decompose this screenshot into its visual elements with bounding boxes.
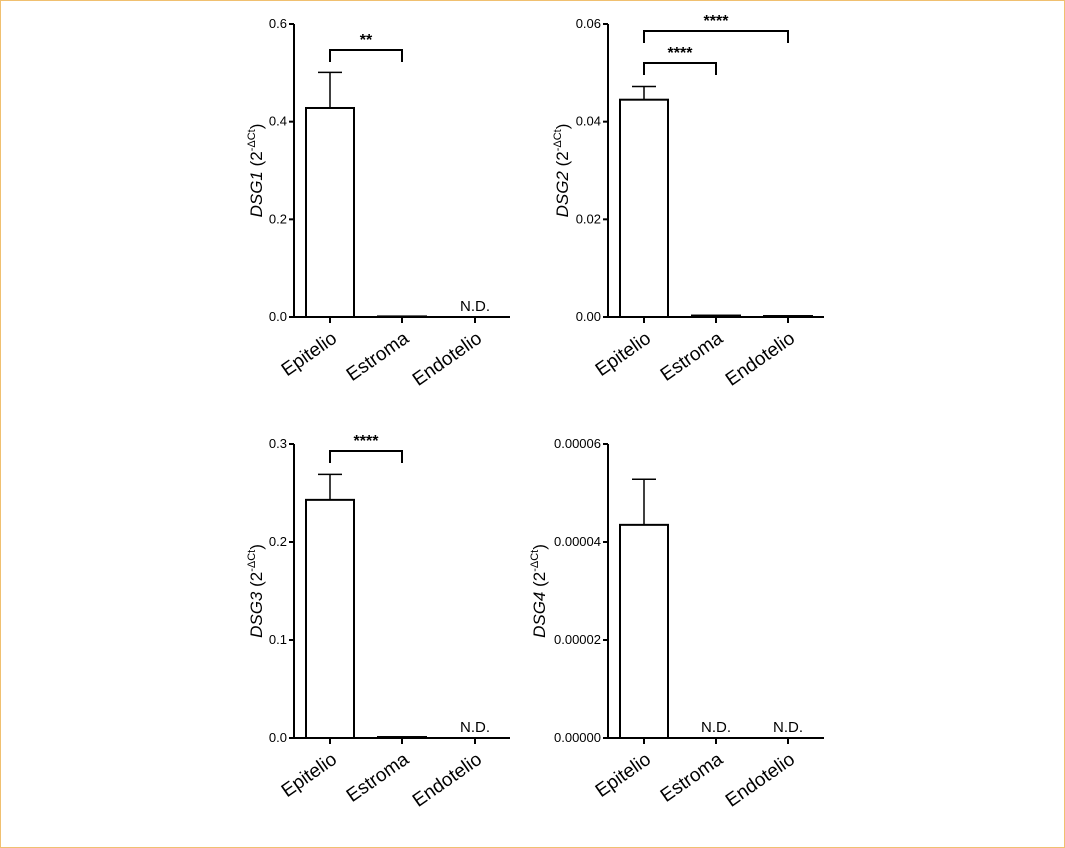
not-detected-label: N.D. bbox=[460, 298, 490, 315]
y-tick-label: 0.0 bbox=[269, 730, 287, 745]
y-tick-label: 0.1 bbox=[269, 632, 287, 647]
y-axis-close: ) bbox=[247, 544, 266, 550]
y-axis-gene: DSG2 bbox=[553, 171, 572, 218]
category-label-estroma: Estroma bbox=[657, 328, 727, 386]
chart-panel-dsg4: 0.00000 0.00002 0.00004 0.00006 DSG4 (2-ΔCt)… bbox=[529, 436, 824, 812]
y-axis-exponent: -ΔCt bbox=[246, 550, 258, 572]
y-tick-label: 0.6 bbox=[269, 16, 287, 31]
y-tick-label: 0.3 bbox=[269, 436, 287, 451]
significance-stars: **** bbox=[668, 45, 694, 62]
bar-epitelio bbox=[305, 498, 355, 739]
y-tick-label: 0.00004 bbox=[554, 534, 601, 549]
y-axis-close: ) bbox=[530, 544, 549, 550]
y-tick-label: 0.4 bbox=[269, 114, 287, 129]
y-axis-unit: (2 bbox=[553, 151, 572, 171]
category-label-estroma: Estroma bbox=[343, 749, 413, 807]
y-tick-label: 0.00000 bbox=[554, 730, 601, 745]
category-label-endotelio: Endotelio bbox=[409, 749, 486, 812]
significance-stars: **** bbox=[354, 433, 380, 450]
y-axis-unit: (2 bbox=[247, 151, 266, 171]
y-axis-gene: DSG4 bbox=[530, 592, 549, 638]
bar-estroma bbox=[377, 736, 427, 740]
y-tick-label: 0.00 bbox=[576, 309, 601, 324]
y-tick-label: 0.06 bbox=[576, 16, 601, 31]
category-label-epitelio: Epitelio bbox=[278, 749, 341, 802]
chart-panel-dsg3: 0.0 0.1 0.2 0.3 DSG3 (2-ΔCt) Epitelio Estroma N… bbox=[246, 433, 510, 812]
not-detected-label: N.D. bbox=[701, 719, 731, 736]
y-axis-gene: DSG1 bbox=[247, 171, 266, 217]
chart-panel-dsg2: 0.00 0.02 0.04 0.06 DSG2 (2-ΔCt) Epitelio Estr… bbox=[552, 13, 824, 391]
category-label-epitelio: Epitelio bbox=[592, 749, 655, 802]
y-axis-unit: (2 bbox=[247, 572, 266, 592]
y-axis-title: DSG3 (2-ΔCt) bbox=[246, 544, 266, 638]
y-tick-label: 0.00006 bbox=[554, 436, 601, 451]
y-axis-unit: (2 bbox=[530, 572, 549, 592]
bar-estroma bbox=[377, 315, 427, 318]
y-axis-title: DSG1 (2-ΔCt) bbox=[246, 124, 266, 218]
significance-stars: **** bbox=[704, 13, 730, 30]
y-axis-close: ) bbox=[553, 124, 572, 130]
y-axis-title: DSG2 (2-ΔCt) bbox=[552, 124, 572, 218]
bar-estroma bbox=[691, 314, 741, 319]
y-axis-close: ) bbox=[247, 124, 266, 130]
y-axis-title: DSG4 (2-ΔCt) bbox=[529, 544, 549, 638]
category-label-estroma: Estroma bbox=[657, 749, 727, 807]
significance-bracket bbox=[329, 450, 403, 463]
bar-epitelio bbox=[305, 106, 355, 318]
not-detected-label: N.D. bbox=[460, 719, 490, 736]
y-axis-gene: DSG3 bbox=[247, 591, 266, 638]
chart-panel-dsg1: 0.0 0.2 0.4 0.6 DSG1 (2-ΔCt) Epitelio Estroma N… bbox=[246, 16, 510, 391]
y-tick-label: 0.02 bbox=[576, 211, 601, 226]
y-tick-label: 0.00002 bbox=[554, 632, 601, 647]
y-tick-label: 0.2 bbox=[269, 211, 287, 226]
y-axis-exponent: -ΔCt bbox=[529, 550, 541, 572]
not-detected-label: N.D. bbox=[773, 719, 803, 736]
y-axis-exponent: -ΔCt bbox=[246, 129, 258, 151]
y-tick-label: 0.0 bbox=[269, 309, 287, 324]
category-label-epitelio: Epitelio bbox=[592, 328, 655, 381]
category-label-epitelio: Epitelio bbox=[278, 328, 341, 381]
category-label-endotelio: Endotelio bbox=[409, 328, 486, 391]
bar-epitelio bbox=[619, 98, 669, 318]
significance-bracket bbox=[329, 49, 403, 62]
category-label-endotelio: Endotelio bbox=[722, 328, 799, 391]
bar-epitelio bbox=[619, 523, 669, 739]
significance-stars: ** bbox=[360, 32, 373, 49]
y-tick-label: 0.04 bbox=[576, 114, 601, 129]
significance-bracket bbox=[643, 30, 789, 43]
category-label-estroma: Estroma bbox=[343, 328, 413, 386]
bar-endotelio bbox=[763, 315, 813, 319]
y-tick-label: 0.2 bbox=[269, 534, 287, 549]
y-axis-exponent: -ΔCt bbox=[552, 129, 564, 151]
category-label-endotelio: Endotelio bbox=[722, 749, 799, 812]
significance-bracket bbox=[643, 62, 717, 75]
